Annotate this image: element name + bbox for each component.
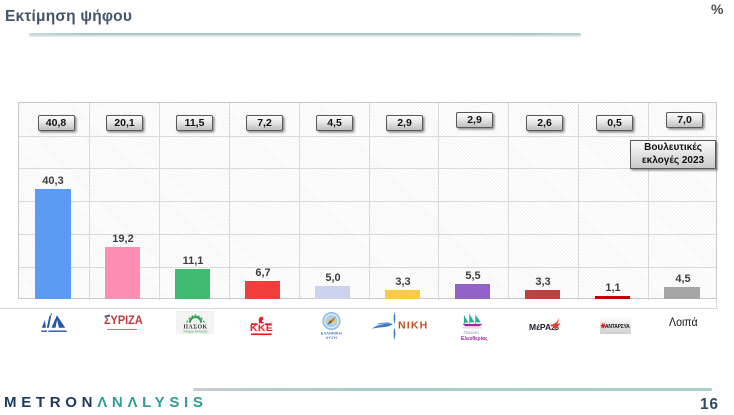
- svg-text:ΛΥΣΗ: ΛΥΣΗ: [326, 336, 338, 340]
- svg-text:KKE: KKE: [250, 323, 273, 333]
- svg-text:ΠΑΣΟΚ: ΠΑΣΟΚ: [183, 324, 207, 330]
- svg-text:Κίνημα Αλλαγής: Κίνημα Αλλαγής: [183, 329, 207, 333]
- svg-text:Ελευθερίας: Ελευθερίας: [461, 336, 488, 342]
- svg-text:ΑΝΤΑΡΣΥΑ: ΑΝΤΑΡΣΥΑ: [605, 323, 630, 329]
- svg-text:ΕΛΛΗΝΙΚΗ: ΕΛΛΗΝΙΚΗ: [321, 331, 342, 335]
- svg-text:Πλεύση: Πλεύση: [464, 329, 480, 335]
- svg-text:NIKH: NIKH: [398, 321, 428, 332]
